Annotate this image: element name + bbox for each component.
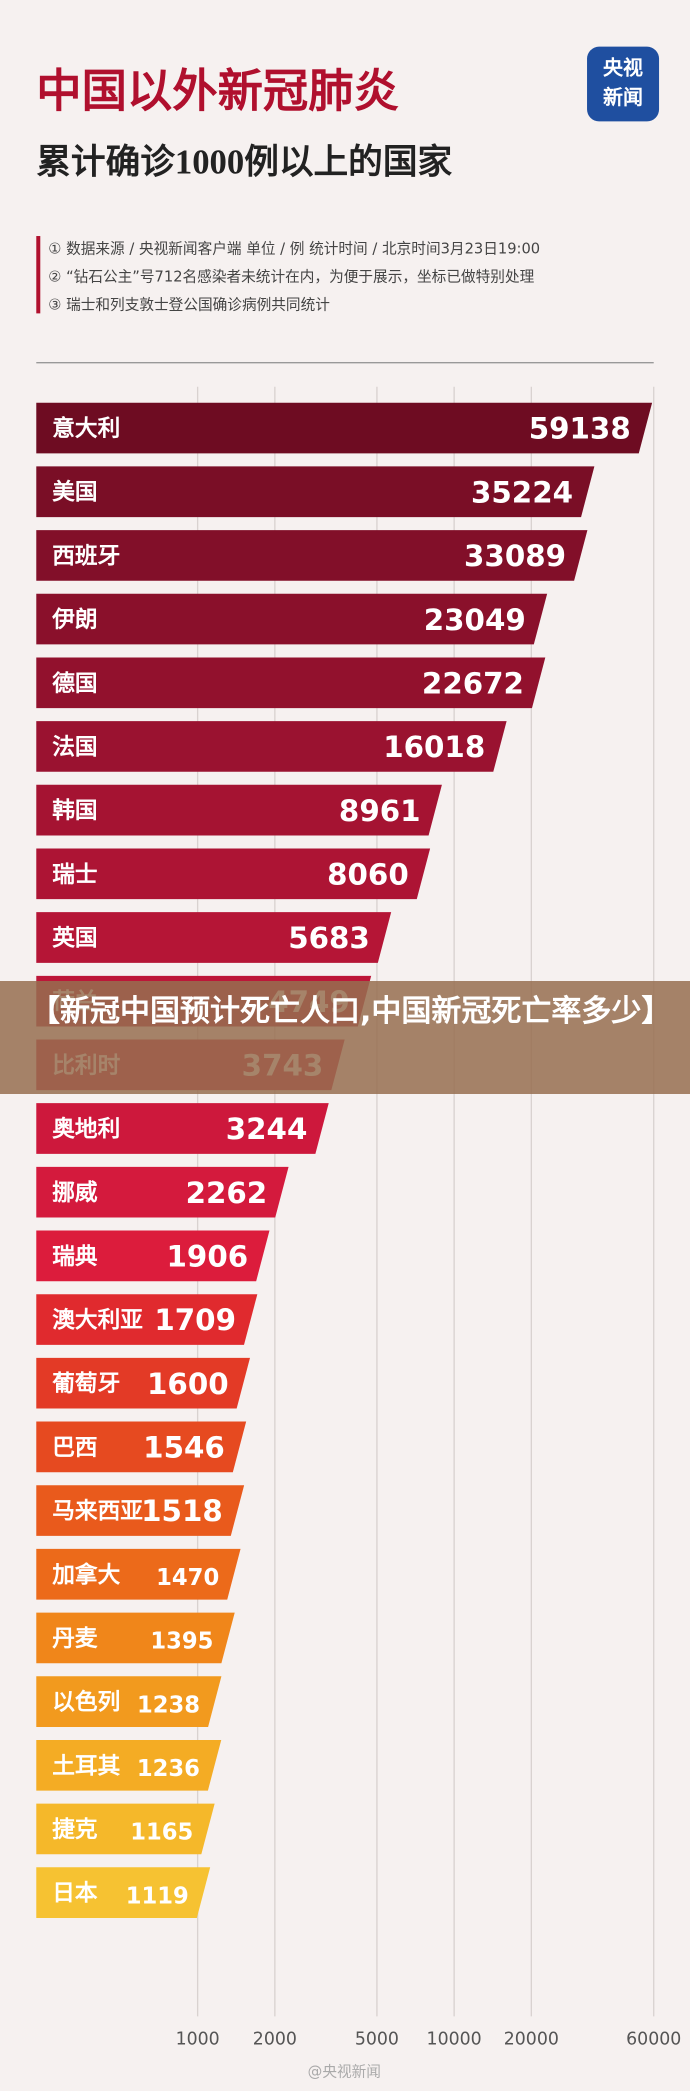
category-label: 捷克 (52, 1816, 98, 1843)
category-label: 澳大利亚 (52, 1308, 143, 1334)
bar (36, 912, 392, 963)
bar (36, 1230, 270, 1282)
bar (36, 784, 442, 836)
category-label: 意大利 (52, 415, 120, 442)
value-label: 35224 (471, 475, 573, 509)
x-tick-label: 20000 (504, 2029, 559, 2049)
bar (36, 1739, 222, 1791)
bar (36, 1357, 250, 1409)
logo-text: 央视 (603, 56, 643, 80)
value-label: 1236 (137, 1756, 200, 1782)
value-label: 1119 (126, 1883, 189, 1909)
category-label: 瑞士 (52, 862, 97, 888)
value-label: 2262 (186, 1176, 268, 1210)
bar (36, 848, 431, 900)
value-label: 1709 (154, 1303, 236, 1337)
category-label: 德国 (52, 670, 97, 697)
bar (36, 1676, 222, 1727)
value-label: 33089 (464, 539, 566, 573)
bar (36, 1612, 235, 1664)
value-label: 1395 (150, 1629, 213, 1655)
value-label: 1165 (130, 1820, 193, 1846)
value-label: 1238 (137, 1692, 200, 1718)
banner: 【新冠中国预计死亡人口,中国新冠死亡率多少】 (0, 981, 690, 1094)
category-label: 奥地利 (52, 1116, 120, 1143)
category-label: 丹麦 (52, 1626, 98, 1652)
value-label: 1906 (167, 1240, 249, 1274)
bar (36, 1803, 215, 1855)
bar (36, 593, 548, 645)
subtitle: 累计确诊1000例以上的国家 (36, 143, 452, 181)
category-label: 加拿大 (51, 1561, 120, 1588)
bar (36, 1485, 245, 1536)
value-label: 1600 (147, 1367, 229, 1401)
category-label: 以色列 (52, 1689, 120, 1716)
logo-text: 新闻 (603, 85, 643, 109)
bar (36, 1294, 258, 1345)
bar (36, 1166, 289, 1218)
bar (36, 1103, 329, 1154)
category-label: 马来西亚 (52, 1499, 143, 1525)
bar (36, 1421, 247, 1473)
x-tick-label: 10000 (427, 2029, 482, 2049)
value-label: 1470 (156, 1565, 219, 1591)
note: ② “钻石公主”号712名感染者未统计在内，为便于展示，坐标已做特别处理 (48, 268, 534, 285)
bar (36, 530, 588, 581)
value-label: 1518 (141, 1494, 223, 1528)
value-label: 16018 (383, 730, 485, 764)
x-tick-label: 5000 (355, 2029, 399, 2049)
category-label: 西班牙 (52, 543, 120, 569)
value-label: 3244 (226, 1112, 308, 1146)
category-label: 日本 (52, 1881, 98, 1907)
category-label: 英国 (52, 924, 97, 951)
note: ① 数据来源 / 央视新闻客户端 单位 / 例 统计时间 / 北京时间3月23日… (48, 240, 540, 257)
value-label: 5683 (288, 921, 370, 955)
bar (36, 466, 595, 518)
category-label: 巴西 (52, 1435, 97, 1461)
value-label: 8060 (327, 857, 409, 891)
category-label: 美国 (52, 479, 97, 506)
category-label: 土耳其 (52, 1753, 120, 1779)
category-label: 挪威 (52, 1179, 98, 1206)
bar (36, 1548, 241, 1600)
note: ③ 瑞士和列支敦士登公国确诊病例共同统计 (48, 296, 330, 313)
title: 中国以外新冠肺炎 (36, 65, 399, 118)
notes-bar (36, 236, 41, 314)
watermark: @央视新闻 (308, 2063, 381, 2080)
x-tick-label: 60000 (626, 2029, 681, 2049)
value-label: 8961 (339, 794, 421, 828)
category-label: 法国 (52, 734, 97, 760)
category-label: 瑞典 (52, 1243, 98, 1270)
category-label: 伊朗 (51, 606, 97, 633)
x-tick-label: 2000 (253, 2029, 297, 2049)
x-tick-label: 1000 (176, 2029, 220, 2049)
bar (36, 1867, 211, 1918)
value-label: 1546 (143, 1431, 225, 1465)
category-label: 韩国 (52, 797, 97, 824)
value-label: 59138 (529, 412, 631, 446)
category-label: 葡萄牙 (51, 1371, 120, 1397)
value-label: 22672 (422, 666, 524, 700)
bar (36, 657, 546, 709)
bar (36, 721, 507, 772)
value-label: 23049 (424, 603, 526, 637)
logo (587, 46, 660, 122)
bar (36, 402, 653, 454)
